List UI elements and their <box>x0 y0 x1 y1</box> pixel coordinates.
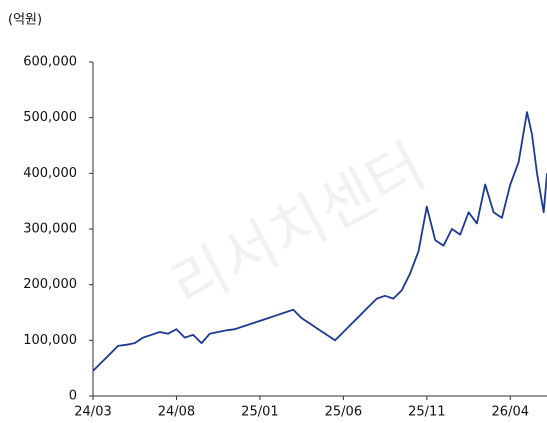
watermark: 리서치센터 <box>160 131 437 322</box>
x-tick-label: 25/06 <box>325 405 362 420</box>
y-tick-label: 500,000 <box>23 110 77 125</box>
unit-label: (억원) <box>8 13 42 28</box>
y-tick-label: 200,000 <box>23 277 77 292</box>
y-tick-label: 0 <box>69 389 77 404</box>
y-tick-label: 600,000 <box>23 55 77 70</box>
x-tick-label: 24/08 <box>158 405 195 420</box>
y-tick-label: 400,000 <box>23 166 77 181</box>
x-tick-label: 24/03 <box>74 405 111 420</box>
x-tick-label: 25/11 <box>408 405 445 420</box>
x-tick-label: 26/04 <box>492 405 529 420</box>
x-tick-label: 25/01 <box>241 405 278 420</box>
y-tick-label: 100,000 <box>23 333 77 348</box>
y-tick-label: 300,000 <box>23 222 77 237</box>
line-series <box>92 111 547 372</box>
